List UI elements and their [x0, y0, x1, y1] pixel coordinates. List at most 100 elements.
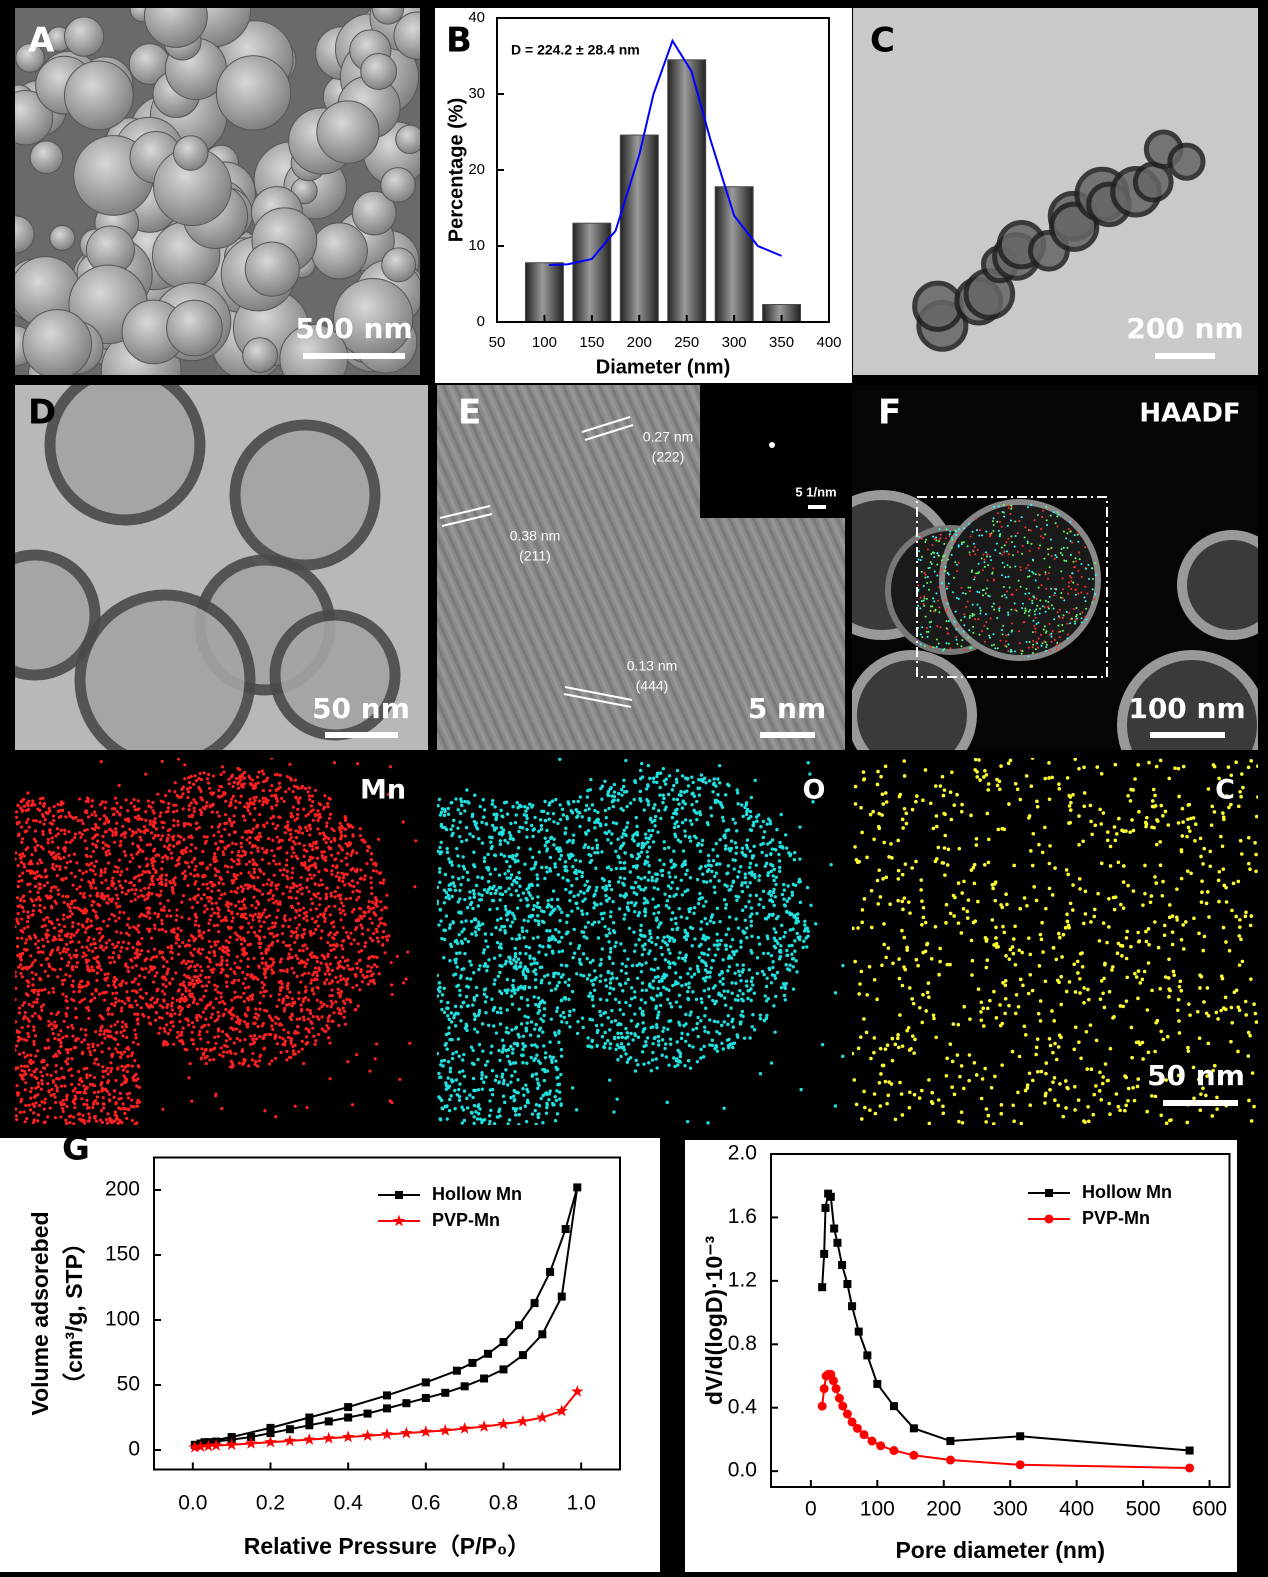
- eds-dot: [208, 1058, 212, 1062]
- eds-dot: [22, 804, 27, 808]
- eds-dot: [25, 1117, 29, 1121]
- eds-dot: [112, 1004, 117, 1008]
- eds-dot: [302, 807, 306, 811]
- eds-dot: [994, 549, 997, 552]
- eds-dot: [213, 953, 217, 958]
- eds-dot: [266, 798, 270, 803]
- eds-dot: [279, 957, 283, 961]
- eds-dot: [1040, 584, 1043, 587]
- eds-dot: [485, 969, 489, 973]
- eds-dot: [589, 777, 593, 782]
- eds-dot: [745, 846, 750, 850]
- eds-dot: [148, 1021, 152, 1025]
- eds-dot: [355, 851, 359, 855]
- eds-dot: [204, 1017, 208, 1021]
- particle: [63, 16, 105, 57]
- eds-dot: [334, 857, 338, 861]
- eds-dot: [101, 1075, 105, 1079]
- eds-dot: [336, 980, 340, 984]
- eds-dot: [206, 965, 210, 969]
- eds-dot: [195, 821, 199, 825]
- eds-dot: [207, 899, 211, 903]
- eds-dot: [356, 942, 360, 946]
- eds-dot: [558, 1097, 562, 1101]
- eds-dot: [255, 824, 259, 828]
- eds-dot: [246, 808, 250, 813]
- eds-dot: [220, 893, 224, 897]
- eds-dot: [136, 1064, 140, 1068]
- eds-dot: [47, 962, 51, 966]
- eds-dot: [61, 894, 65, 898]
- eds-dot: [112, 914, 116, 918]
- eds-dot: [1074, 620, 1077, 623]
- eds-dot: [323, 916, 327, 921]
- eds-dot: [109, 1034, 113, 1038]
- eds-dot: [231, 794, 235, 798]
- eds-dot: [59, 800, 63, 804]
- eds-dot: [971, 530, 974, 533]
- eds-dot: [951, 591, 954, 594]
- eds-dot: [178, 1012, 182, 1017]
- eds-dot: [154, 827, 158, 831]
- eds-dot: [194, 846, 198, 850]
- eds-dot: [110, 1012, 114, 1016]
- eds-dot: [39, 886, 43, 890]
- eds-dot: [114, 887, 118, 891]
- eds-dot: [256, 1024, 260, 1029]
- eds-dot: [927, 630, 930, 633]
- eds-dot: [317, 816, 321, 820]
- eds-dot: [80, 818, 84, 823]
- eds-dot: [110, 897, 115, 901]
- eds-dot: [1031, 570, 1034, 573]
- eds-dot: [131, 925, 136, 929]
- eds-dot: [344, 897, 348, 901]
- eds-dot: [253, 799, 257, 803]
- eds-dot: [132, 1105, 136, 1109]
- eds-dot: [170, 1008, 174, 1012]
- eds-dot: [982, 553, 985, 556]
- eds-dot: [71, 1115, 76, 1119]
- eds-dot: [1012, 554, 1015, 557]
- eds-dot: [159, 811, 163, 815]
- eds-dot: [175, 913, 179, 918]
- eds-dot: [332, 1011, 336, 1015]
- eds-dot: [350, 910, 355, 914]
- eds-dot: [84, 984, 88, 988]
- eds-dot: [957, 597, 960, 600]
- eds-dot: [273, 924, 277, 929]
- eds-dot: [285, 885, 289, 889]
- eds-dot: [39, 860, 44, 865]
- eds-dot: [541, 1067, 545, 1072]
- eds-dot: [1061, 554, 1064, 557]
- eds-dot: [107, 1092, 112, 1097]
- eds-dot: [239, 871, 243, 875]
- eds-dot: [114, 833, 118, 837]
- lattice-fringe: [489, 385, 653, 750]
- eds-dot: [50, 840, 55, 844]
- eds-dot: [148, 965, 153, 969]
- eds-dot: [191, 995, 195, 999]
- eds-dot: [135, 1003, 139, 1007]
- eds-dot: [33, 876, 38, 881]
- eds-dot: [188, 976, 192, 980]
- eds-dot: [157, 1031, 161, 1035]
- eds-dot: [94, 813, 98, 818]
- eds-dot: [996, 520, 999, 523]
- eds-dot: [751, 983, 755, 987]
- eds-dot: [256, 902, 261, 907]
- eds-dot: [130, 1118, 135, 1123]
- eds-dot: [285, 851, 289, 855]
- eds-dot: [138, 878, 142, 882]
- eds-dot: [192, 997, 196, 1002]
- eds-dot: [193, 965, 197, 969]
- eds-dot: [320, 883, 324, 887]
- lattice-fringe: [477, 385, 641, 750]
- eds-dot: [118, 813, 122, 817]
- eds-dot: [999, 552, 1002, 555]
- eds-dot: [94, 1099, 98, 1103]
- eds-dot: [53, 968, 57, 972]
- eds-dot: [43, 1101, 47, 1105]
- eds-dot: [251, 993, 255, 997]
- eds-dot: [1036, 604, 1039, 607]
- eds-dot: [97, 992, 102, 996]
